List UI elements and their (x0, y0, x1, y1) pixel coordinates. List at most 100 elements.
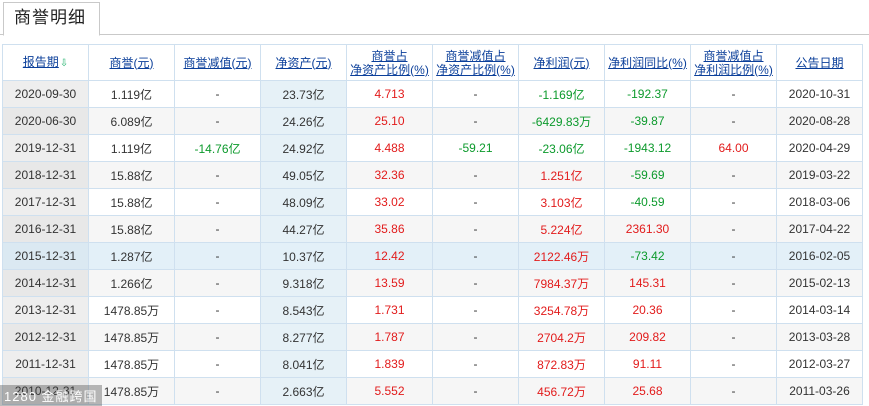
cell-impairment-to-profit: - (690, 215, 777, 243)
cell-net-assets: 24.92亿 (260, 134, 347, 162)
cell-goodwill-impairment: - (174, 107, 261, 135)
table-body: 2020-09-30 1.119亿 -23.73亿 4.713- -1.169亿 -192… (2, 80, 863, 405)
cell-impairment-to-equity: - (432, 323, 519, 351)
cell-impairment-to-equity: - (432, 161, 519, 189)
cell-report-date: 2011-12-31 (2, 350, 89, 378)
header-net-profit[interactable]: 净利润(元) (518, 44, 605, 81)
tab-goodwill-detail[interactable]: 商誉明细 (3, 2, 100, 36)
cell-goodwill-impairment: - (174, 161, 261, 189)
header-goodwill-to-equity[interactable]: 商誉占 净资产比例(%) (346, 44, 433, 81)
cell-net-profit-yoy: -73.42 (604, 242, 691, 270)
cell-goodwill-to-equity: 1.839 (346, 350, 433, 378)
table-row: 2011-12-31 1478.85万 -8.041亿 1.839-872.83万 91… (2, 350, 863, 378)
cell-impairment-to-profit: 64.00 (690, 134, 777, 162)
cell-goodwill: 1.287亿 (88, 242, 175, 270)
cell-goodwill-impairment: -14.76亿 (174, 134, 261, 162)
table-header-row: 报告期⇩ 商誉(元) 商誉减值(元) 净资产(元) 商誉占 净资产比例(%) 商誉… (2, 44, 863, 81)
cell-impairment-to-equity: - (432, 80, 519, 108)
cell-goodwill: 1.119亿 (88, 134, 175, 162)
cell-goodwill-to-equity: 1.787 (346, 323, 433, 351)
cell-goodwill-impairment: - (174, 188, 261, 216)
cell-net-profit: -1.169亿 (518, 80, 605, 108)
cell-net-profit-yoy: 25.68 (604, 377, 691, 405)
cell-goodwill-to-equity: 32.36 (346, 161, 433, 189)
cell-goodwill-impairment: - (174, 215, 261, 243)
cell-goodwill-to-equity: 25.10 (346, 107, 433, 135)
header-goodwill-impairment[interactable]: 商誉减值(元) (174, 44, 261, 81)
header-impairment-to-equity[interactable]: 商誉减值占 净资产比例(%) (432, 44, 519, 81)
cell-impairment-to-equity: - (432, 215, 519, 243)
header-announcement-date[interactable]: 公告日期 (776, 44, 863, 81)
cell-net-profit: 3.103亿 (518, 188, 605, 216)
header-net-profit-yoy[interactable]: 净利润同比(%) (604, 44, 691, 81)
cell-goodwill: 15.88亿 (88, 215, 175, 243)
table-row: 2012-12-31 1478.85万 -8.277亿 1.787-2704.2万 20… (2, 323, 863, 351)
cell-report-date: 2013-12-31 (2, 296, 89, 324)
cell-impairment-to-profit: - (690, 269, 777, 297)
cell-net-profit-yoy: -192.37 (604, 80, 691, 108)
cell-goodwill: 15.88亿 (88, 161, 175, 189)
header-report-period[interactable]: 报告期⇩ (2, 44, 89, 81)
cell-net-profit: 5.224亿 (518, 215, 605, 243)
cell-announcement-date: 2019-03-22 (776, 161, 863, 189)
cell-net-assets: 8.277亿 (260, 323, 347, 351)
cell-goodwill-to-equity: 12.42 (346, 242, 433, 270)
header-label: 公告日期 (795, 55, 844, 70)
table-row: 2020-09-30 1.119亿 -23.73亿 4.713- -1.169亿 -192… (2, 80, 863, 108)
cell-announcement-date: 2014-03-14 (776, 296, 863, 324)
cell-announcement-date: 2015-02-13 (776, 269, 863, 297)
table-row: 2010-12-31 1478.85万 -2.663亿 5.552-456.72万 25… (2, 377, 863, 405)
table-row: 2018-12-31 15.88亿 -49.05亿 32.36-1.251亿 -59.6… (2, 161, 863, 189)
cell-announcement-date: 2012-03-27 (776, 350, 863, 378)
cell-net-profit: 2122.46万 (518, 242, 605, 270)
cell-announcement-date: 2020-04-29 (776, 134, 863, 162)
header-net-assets[interactable]: 净资产(元) (260, 44, 347, 81)
cell-impairment-to-profit: - (690, 242, 777, 270)
cell-net-profit-yoy: -1943.12 (604, 134, 691, 162)
cell-impairment-to-profit: - (690, 296, 777, 324)
cell-net-assets: 49.05亿 (260, 161, 347, 189)
header-label: 净利润(元) (533, 55, 590, 70)
header-label: 商誉减值(元) (183, 55, 252, 70)
cell-goodwill: 1478.85万 (88, 350, 175, 378)
cell-goodwill-to-equity: 4.713 (346, 80, 433, 108)
cell-net-profit-yoy: 2361.30 (604, 215, 691, 243)
cell-impairment-to-equity: - (432, 107, 519, 135)
cell-goodwill-to-equity: 4.488 (346, 134, 433, 162)
cell-net-profit: 872.83万 (518, 350, 605, 378)
cell-net-profit-yoy: -40.59 (604, 188, 691, 216)
cell-net-profit-yoy: -59.69 (604, 161, 691, 189)
cell-impairment-to-profit: - (690, 161, 777, 189)
cell-net-assets: 8.041亿 (260, 350, 347, 378)
cell-impairment-to-equity: -59.21 (432, 134, 519, 162)
cell-announcement-date: 2020-10-31 (776, 80, 863, 108)
header-impairment-to-profit[interactable]: 商誉减值占 净利润比例(%) (690, 44, 777, 81)
cell-report-date: 2015-12-31 (2, 242, 89, 270)
cell-net-profit-yoy: 20.36 (604, 296, 691, 324)
table-row: 2016-12-31 15.88亿 -44.27亿 35.86-5.224亿 2361.… (2, 215, 863, 243)
header-goodwill[interactable]: 商誉(元) (88, 44, 175, 81)
cell-goodwill: 15.88亿 (88, 188, 175, 216)
table-row: 2020-06-30 6.089亿 -24.26亿 25.10- -6429.83万 -3… (2, 107, 863, 135)
cell-announcement-date: 2013-03-28 (776, 323, 863, 351)
cell-net-profit: -23.06亿 (518, 134, 605, 162)
goodwill-table: 报告期⇩ 商誉(元) 商誉减值(元) 净资产(元) 商誉占 净资产比例(%) 商誉… (2, 44, 863, 405)
table-row: 2014-12-31 1.266亿 -9.318亿 13.59-7984.37万 145… (2, 269, 863, 297)
cell-impairment-to-profit: - (690, 80, 777, 108)
cell-goodwill-to-equity: 1.731 (346, 296, 433, 324)
cell-announcement-date: 2017-04-22 (776, 215, 863, 243)
cell-goodwill-impairment: - (174, 242, 261, 270)
tab-bar: 商誉明细 (0, 0, 869, 36)
cell-net-profit-yoy: 91.11 (604, 350, 691, 378)
cell-impairment-to-equity: - (432, 269, 519, 297)
cell-net-assets: 2.663亿 (260, 377, 347, 405)
cell-net-profit: 1.251亿 (518, 161, 605, 189)
cell-report-date: 2016-12-31 (2, 215, 89, 243)
cell-impairment-to-equity: - (432, 242, 519, 270)
cell-goodwill-impairment: - (174, 350, 261, 378)
sort-down-arrow-icon: ⇩ (59, 57, 69, 69)
cell-net-profit: 3254.78万 (518, 296, 605, 324)
cell-impairment-to-profit: - (690, 323, 777, 351)
cell-goodwill-impairment: - (174, 296, 261, 324)
cell-impairment-to-profit: - (690, 377, 777, 405)
